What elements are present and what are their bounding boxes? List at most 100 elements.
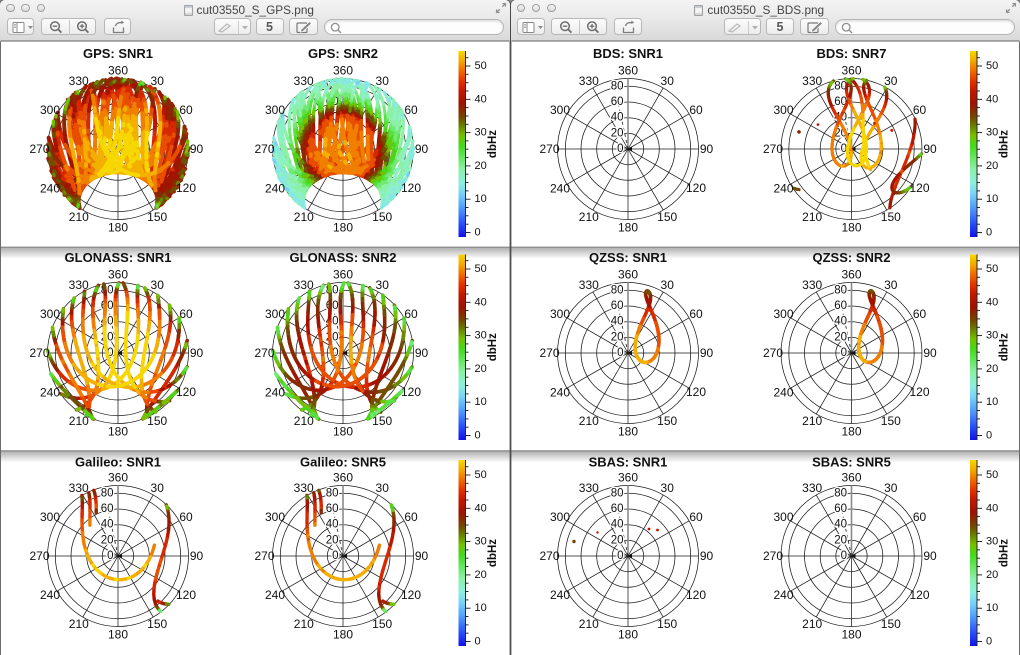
svg-text:80: 80 — [834, 487, 847, 499]
svg-text:30: 30 — [376, 481, 390, 495]
svg-text:240: 240 — [265, 385, 285, 399]
svg-text:150: 150 — [881, 210, 901, 224]
svg-text:30: 30 — [661, 481, 675, 495]
svg-text:60: 60 — [611, 503, 624, 515]
svg-text:20: 20 — [986, 160, 998, 172]
svg-text:360: 360 — [333, 268, 353, 282]
svg-text:60: 60 — [326, 300, 339, 312]
svg-text:180: 180 — [618, 628, 638, 642]
svg-text:20: 20 — [834, 331, 847, 343]
svg-text:300: 300 — [550, 510, 570, 524]
svg-text:270: 270 — [763, 549, 783, 563]
svg-text:210: 210 — [69, 210, 89, 224]
svg-text:360: 360 — [618, 268, 638, 282]
svg-text:90: 90 — [923, 549, 937, 563]
svg-text:330: 330 — [294, 481, 314, 495]
svg-text:300: 300 — [265, 307, 285, 321]
svg-text:GPS: SNR2: GPS: SNR2 — [308, 46, 378, 61]
svg-text:60: 60 — [179, 307, 193, 321]
svg-text:40: 40 — [101, 316, 114, 328]
svg-text:270: 270 — [254, 346, 274, 360]
svg-text:30: 30 — [376, 74, 390, 88]
svg-text:Galileo: SNR5: Galileo: SNR5 — [300, 455, 386, 470]
svg-text:dbHz: dbHz — [999, 539, 1011, 567]
svg-text:240: 240 — [40, 385, 60, 399]
svg-text:90: 90 — [700, 346, 714, 360]
svg-text:BDS: SNR7: BDS: SNR7 — [816, 46, 886, 61]
svg-text:0: 0 — [617, 143, 623, 155]
svg-text:10: 10 — [475, 396, 487, 408]
svg-text:80: 80 — [101, 487, 114, 499]
svg-text:330: 330 — [294, 278, 314, 292]
svg-text:330: 330 — [802, 278, 822, 292]
svg-text:150: 150 — [372, 617, 392, 631]
svg-text:120: 120 — [176, 181, 196, 195]
svg-text:0: 0 — [617, 347, 623, 359]
svg-text:60: 60 — [689, 103, 703, 117]
svg-text:210: 210 — [579, 414, 599, 428]
svg-text:30: 30 — [884, 278, 898, 292]
svg-text:0: 0 — [986, 227, 992, 239]
svg-text:60: 60 — [326, 503, 339, 515]
svg-text:20: 20 — [611, 331, 624, 343]
svg-text:150: 150 — [881, 617, 901, 631]
svg-text:10: 10 — [475, 602, 487, 614]
svg-text:300: 300 — [773, 307, 793, 321]
svg-text:270: 270 — [29, 346, 49, 360]
svg-text:20: 20 — [611, 127, 624, 139]
svg-text:240: 240 — [550, 385, 570, 399]
svg-text:20: 20 — [101, 534, 114, 546]
svg-text:40: 40 — [986, 93, 998, 105]
svg-text:0: 0 — [475, 430, 481, 442]
svg-text:90: 90 — [190, 142, 204, 156]
svg-text:10: 10 — [986, 602, 998, 614]
svg-text:BDS: SNR1: BDS: SNR1 — [593, 46, 663, 61]
svg-text:180: 180 — [841, 425, 861, 439]
svg-text:30: 30 — [884, 74, 898, 88]
svg-text:150: 150 — [657, 414, 677, 428]
svg-text:60: 60 — [611, 300, 624, 312]
svg-text:360: 360 — [841, 471, 861, 485]
svg-text:180: 180 — [841, 221, 861, 235]
svg-text:40: 40 — [986, 296, 998, 308]
svg-text:120: 120 — [176, 385, 196, 399]
svg-text:270: 270 — [29, 549, 49, 563]
svg-text:10: 10 — [986, 193, 998, 205]
svg-text:30: 30 — [475, 127, 487, 139]
svg-text:10: 10 — [475, 193, 487, 205]
svg-text:90: 90 — [190, 346, 204, 360]
svg-text:60: 60 — [404, 510, 418, 524]
svg-text:40: 40 — [834, 519, 847, 531]
svg-text:dbHz: dbHz — [487, 333, 499, 361]
svg-text:10: 10 — [986, 396, 998, 408]
svg-text:330: 330 — [69, 74, 89, 88]
svg-text:360: 360 — [108, 471, 128, 485]
svg-text:120: 120 — [909, 588, 929, 602]
svg-text:60: 60 — [101, 503, 114, 515]
svg-text:210: 210 — [579, 210, 599, 224]
svg-text:Galileo: SNR1: Galileo: SNR1 — [75, 455, 161, 470]
svg-text:60: 60 — [101, 300, 114, 312]
svg-text:90: 90 — [190, 549, 204, 563]
svg-text:60: 60 — [689, 510, 703, 524]
svg-text:90: 90 — [415, 549, 429, 563]
svg-text:180: 180 — [333, 628, 353, 642]
svg-text:20: 20 — [611, 534, 624, 546]
svg-text:210: 210 — [579, 617, 599, 631]
svg-text:90: 90 — [923, 346, 937, 360]
svg-text:120: 120 — [909, 181, 929, 195]
svg-text:40: 40 — [326, 519, 339, 531]
svg-text:0: 0 — [986, 430, 992, 442]
svg-text:80: 80 — [326, 487, 339, 499]
svg-text:300: 300 — [773, 510, 793, 524]
svg-text:40: 40 — [611, 316, 624, 328]
svg-text:120: 120 — [909, 385, 929, 399]
svg-text:210: 210 — [802, 210, 822, 224]
svg-text:120: 120 — [401, 385, 421, 399]
svg-text:20: 20 — [101, 331, 114, 343]
svg-text:30: 30 — [986, 127, 998, 139]
svg-text:60: 60 — [834, 503, 847, 515]
svg-text:dbHz: dbHz — [487, 539, 499, 567]
svg-text:180: 180 — [333, 221, 353, 235]
svg-text:120: 120 — [686, 385, 706, 399]
